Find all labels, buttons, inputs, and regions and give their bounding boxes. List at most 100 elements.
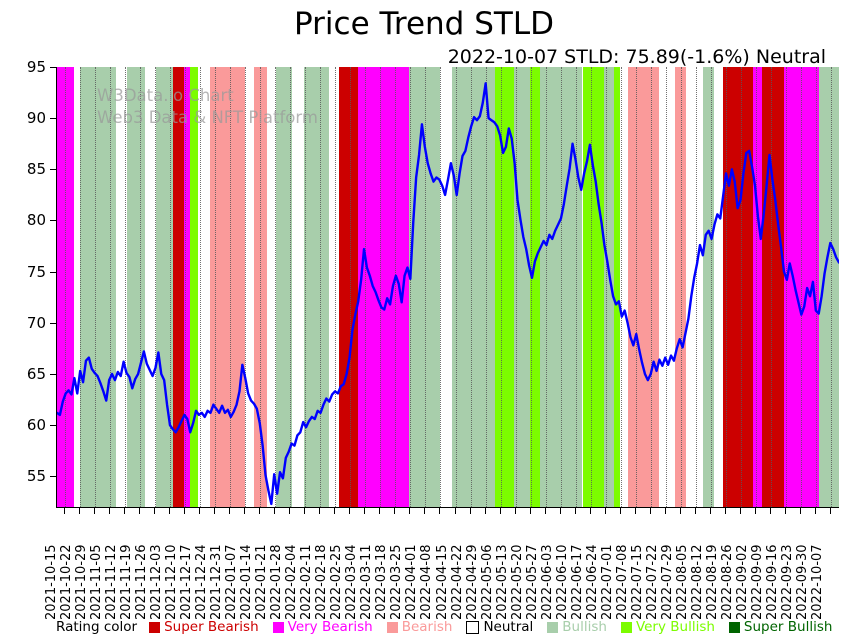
gridline [816,67,818,507]
rating-band [451,67,495,507]
rating-band [329,67,339,507]
x-tick-label: 2021-10-22 [58,544,74,620]
x-tick-label: 2022-03-18 [374,544,390,620]
y-tick-mark [50,169,56,171]
x-tick-mark [243,507,245,514]
rating-band [752,67,763,507]
gridline [425,67,427,507]
x-tick-mark [138,507,140,514]
x-tick-mark [334,507,336,514]
rating-band [144,67,156,507]
legend-item[interactable]: Bullish [547,619,607,635]
x-tick-mark [364,507,366,514]
x-tick-label: 2022-07-22 [645,544,661,620]
x-tick-label: 2021-11-12 [103,544,119,620]
x-tick-label: 2022-02-04 [284,544,300,620]
x-tick-mark [785,507,787,514]
x-tick-label: 2022-02-18 [314,544,330,620]
x-tick-label: 2022-03-04 [344,544,360,620]
legend-item[interactable]: Bearish [386,619,453,635]
gridline [64,67,66,507]
rating-band [266,67,276,507]
x-tick-mark [213,507,215,514]
y-tick-label: 55 [26,467,46,486]
x-tick-mark [394,507,396,514]
gridline [711,67,713,507]
gridline [575,67,577,507]
gridline [545,67,547,507]
rating-band [530,67,541,507]
y-tick-mark [50,373,56,375]
x-tick-mark [695,507,697,514]
rating-band [620,67,628,507]
rating-band [604,67,614,507]
legend-swatch-icon [386,621,398,633]
x-tick-mark [725,507,727,514]
x-tick-label: 2022-03-25 [389,544,405,620]
x-tick-mark [259,507,261,514]
rating-band [244,67,255,507]
rating-band [686,67,703,507]
gridline [335,67,337,507]
x-tick-mark [469,507,471,514]
x-tick-label: 2022-08-12 [690,544,706,620]
gridline [485,67,487,507]
rating-band [115,67,128,507]
x-tick-label: 2021-12-17 [178,544,194,620]
legend-swatch-icon [466,620,480,634]
vertical-gridlines [57,67,839,507]
y-tick-mark [50,322,56,324]
rating-band [210,67,245,507]
rating-band [440,67,452,507]
gridline [244,67,246,507]
gridline [771,67,773,507]
legend-item[interactable]: Very Bullish [620,619,715,635]
y-tick-label: 95 [26,58,46,76]
rating-band [74,67,81,507]
x-tick-label: 2022-07-29 [660,544,676,620]
x-tick-mark [183,507,185,514]
gridline [410,67,412,507]
rating-band [57,67,75,507]
x-tick-mark [544,507,546,514]
gridline [320,67,322,507]
legend-swatch-icon [620,621,632,633]
rating-band [197,67,211,507]
legend-item[interactable]: Super Bearish [149,619,259,635]
gridline [184,67,186,507]
x-tick-mark [529,507,531,514]
rating-band [172,67,184,507]
gridline [275,67,277,507]
x-tick-label: 2021-11-26 [133,544,149,620]
x-tick-label: 2022-09-30 [795,544,811,620]
x-tick-label: 2021-11-05 [88,544,104,620]
legend-item[interactable]: Neutral [466,619,533,635]
x-tick-mark [228,507,230,514]
gridline [365,67,367,507]
x-tick-label: 2022-06-03 [539,544,555,620]
x-tick-mark [634,507,636,514]
gridline [530,67,532,507]
gridline [199,67,201,507]
chart-subtitle: 2022-10-07 STLD: 75.89(-1.6%) Neutral [447,46,826,68]
legend-item[interactable]: Very Bearish [272,619,373,635]
x-tick-mark [108,507,110,514]
legend-item-label: Bearish [401,619,453,635]
gridline [290,67,292,507]
x-tick-mark [409,507,411,514]
x-tick-mark [439,507,441,514]
rating-band [702,67,714,507]
legend-item-label: Super Bullish [743,619,833,635]
x-tick-label: 2022-01-14 [239,544,255,620]
y-tick-mark [50,220,56,222]
y-tick-mark [50,67,56,68]
x-tick-label: 2022-02-25 [329,544,345,620]
price-line-svg [57,67,839,507]
x-tick-label: 2022-05-13 [494,544,510,620]
gridline [515,67,517,507]
legend-item[interactable]: Super Bullish [728,619,833,635]
gridline [681,67,683,507]
rating-band [582,67,605,507]
x-tick-mark [619,507,621,514]
legend: Rating color Super Bearish Very Bearish Be… [56,616,848,638]
